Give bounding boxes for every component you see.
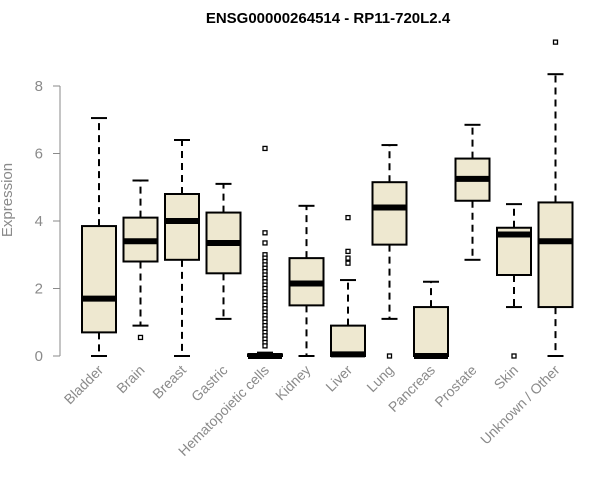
x-tick-label: Unknown / Other (477, 362, 563, 448)
x-tick-label: Brain (113, 362, 147, 396)
outlier-point (262, 343, 268, 349)
y-axis-label: Expression (0, 163, 16, 237)
iqr-box (164, 193, 200, 261)
y-axis: 0 2 4 6 8 (35, 78, 61, 365)
x-tick-label: Lung (363, 362, 396, 395)
y-tick-label: 8 (35, 78, 43, 95)
box-gastric (205, 182, 242, 320)
box-lung (371, 144, 408, 359)
y-tick-label: 2 (35, 281, 43, 298)
iqr-box (81, 225, 117, 334)
outlier-point (345, 260, 351, 266)
outlier-point (552, 39, 559, 45)
outlier-point (262, 145, 268, 152)
box-bladder (81, 117, 117, 357)
outlier-point (345, 214, 351, 221)
box-unknown-other (537, 39, 574, 357)
boxes (81, 39, 574, 359)
x-tick-label: Bladder (61, 362, 107, 408)
box-pancreas (413, 280, 449, 359)
x-tick-label: Skin (491, 362, 522, 393)
box-breast (164, 139, 200, 357)
outlier-point (137, 334, 144, 341)
iqr-box (330, 324, 366, 357)
outlier-point (511, 353, 517, 359)
x-tick-label: Prostate (431, 362, 479, 410)
iqr-box (371, 181, 408, 246)
outlier-point (345, 248, 351, 255)
y-tick-label: 4 (35, 213, 43, 230)
box-kidney (288, 204, 325, 357)
y-tick-label: 6 (35, 146, 43, 163)
x-tick-label: Breast (149, 362, 189, 402)
x-tick-label: Kidney (272, 362, 314, 404)
iqr-box (537, 201, 574, 309)
outlier-point (386, 353, 393, 359)
box-skin (496, 203, 532, 359)
outlier-point (345, 255, 351, 261)
y-tick-label: 0 (35, 348, 43, 365)
iqr-box (413, 306, 449, 357)
outlier-point (262, 240, 268, 246)
box-hematopoietic-cells (247, 145, 283, 359)
chart-title: ENSG00000264514 - RP11-720L2.4 (206, 10, 451, 27)
x-tick-label: Liver (322, 362, 355, 395)
outlier-point (262, 230, 268, 236)
box-brain (122, 179, 159, 341)
box-prostate (454, 123, 491, 261)
box-liver (330, 214, 366, 358)
